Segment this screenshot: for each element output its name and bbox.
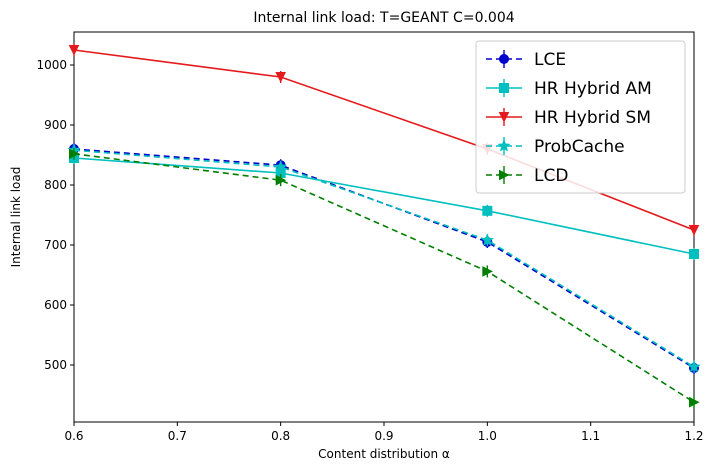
legend-marker bbox=[499, 83, 509, 93]
legend-item: HR Hybrid SM bbox=[486, 108, 651, 128]
y-tick-label: 600 bbox=[44, 298, 67, 312]
x-tick-label: 0.6 bbox=[64, 429, 83, 443]
data-point bbox=[689, 249, 699, 259]
x-tick-label: 0.7 bbox=[168, 429, 187, 443]
y-tick-label: 500 bbox=[44, 358, 67, 372]
y-tick-label: 800 bbox=[44, 178, 67, 192]
x-tick-label: 0.9 bbox=[374, 429, 393, 443]
y-tick-label: 900 bbox=[44, 118, 67, 132]
y-tick-label: 700 bbox=[44, 238, 67, 252]
data-point bbox=[687, 359, 701, 373]
y-axis: 500 600 700 800 900 1000 bbox=[36, 58, 74, 372]
data-point bbox=[689, 396, 700, 408]
data-point bbox=[482, 205, 493, 216]
series-line bbox=[73, 148, 695, 369]
data-point bbox=[275, 174, 287, 186]
series-line bbox=[73, 149, 695, 368]
data-point bbox=[275, 72, 286, 83]
x-tick-label: 1.1 bbox=[581, 429, 600, 443]
legend-box bbox=[475, 40, 686, 194]
legend-marker bbox=[498, 112, 510, 123]
x-tick-label: 1.0 bbox=[478, 429, 497, 443]
data-point bbox=[274, 160, 288, 173]
legend: LCE HR Hybrid AM HR Hybrid SM ProbCache LCD bbox=[475, 40, 686, 194]
data-point bbox=[68, 45, 80, 56]
chart-title: Internal link load: T=GEANT C=0.004 bbox=[253, 10, 514, 26]
data-point bbox=[688, 225, 700, 236]
legend-item: LCD bbox=[486, 166, 568, 186]
x-tick-label: 0.8 bbox=[271, 429, 290, 443]
legend-label: ProbCache bbox=[534, 137, 625, 157]
legend-marker bbox=[497, 139, 511, 152]
series-line bbox=[73, 153, 695, 403]
x-tick-label: 1.2 bbox=[684, 429, 703, 443]
legend-item: ProbCache bbox=[486, 137, 625, 157]
data-point bbox=[482, 266, 493, 277]
legend-label: LCD bbox=[534, 166, 568, 186]
series-line bbox=[73, 157, 695, 255]
y-tick-label: 1000 bbox=[36, 58, 67, 72]
data-point bbox=[69, 148, 80, 160]
data-point bbox=[480, 233, 494, 246]
x-axis-label: Content distribution α bbox=[318, 447, 450, 461]
legend-marker bbox=[499, 54, 509, 64]
series-probcache bbox=[67, 143, 701, 373]
legend-label: HR Hybrid AM bbox=[534, 79, 652, 99]
legend-label: LCE bbox=[534, 50, 566, 70]
legend-item: LCE bbox=[486, 50, 566, 70]
legend-marker bbox=[499, 169, 510, 181]
series-lcd bbox=[69, 147, 700, 409]
y-axis-label: Internal link load bbox=[9, 167, 23, 268]
legend-label: HR Hybrid SM bbox=[534, 108, 651, 128]
x-axis: 0.6 0.7 0.8 0.9 1.0 1.1 1.2 bbox=[64, 422, 704, 443]
legend-item: HR Hybrid AM bbox=[486, 79, 652, 99]
